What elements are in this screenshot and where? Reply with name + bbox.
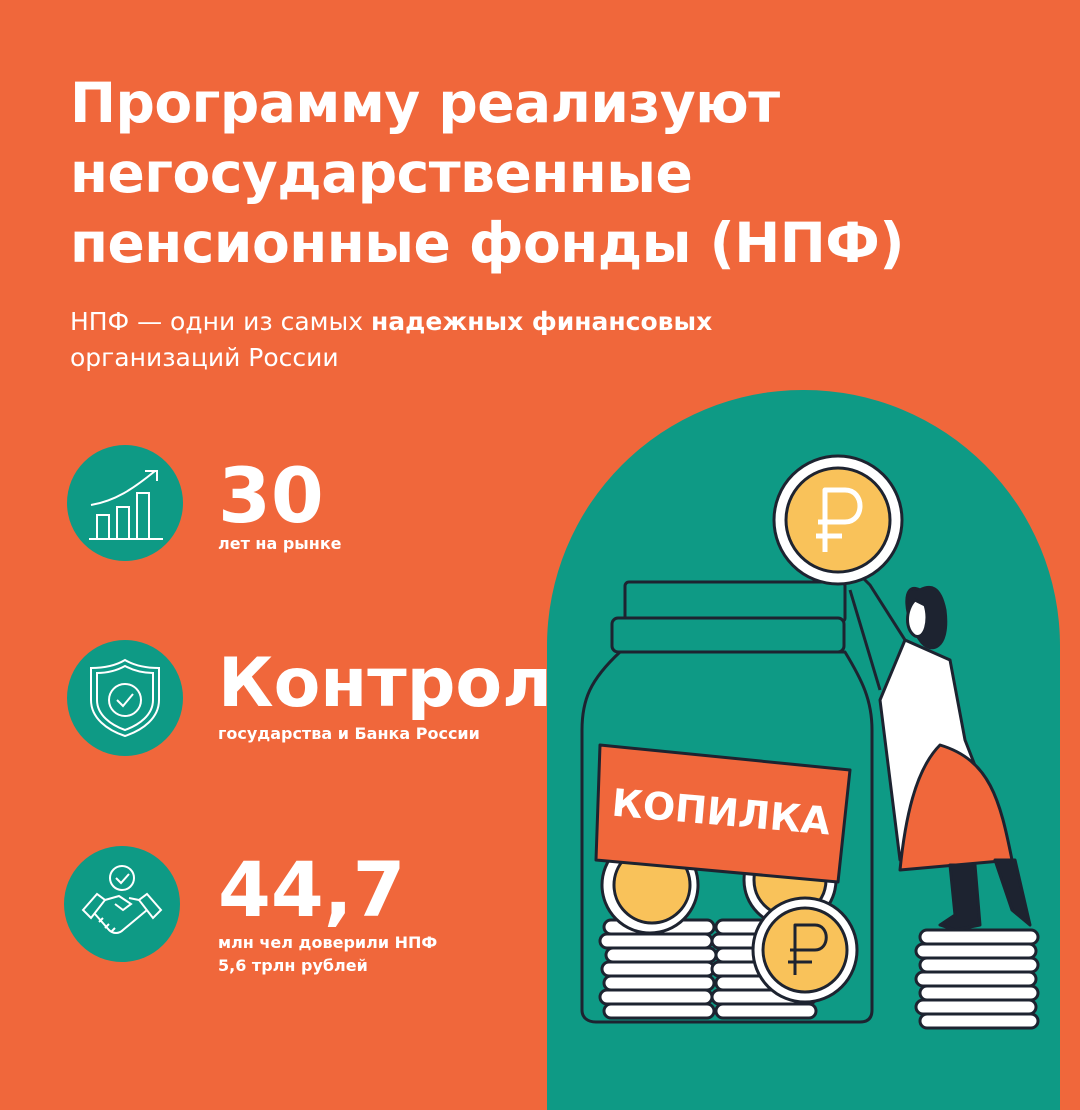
- subtitle-text: организаций России: [70, 343, 339, 372]
- stat-caption-line: 5,6 трлн рублей: [218, 956, 368, 975]
- stat-caption-line: млн чел доверили НПФ: [218, 933, 438, 952]
- title-line: пенсионные фонды (НПФ): [70, 211, 904, 275]
- jar-label: [594, 743, 852, 884]
- handshake-check-icon: [64, 846, 180, 962]
- jar-lid: [623, 580, 847, 624]
- title-line: Программу реализуют: [70, 71, 780, 135]
- stat-value: 44,7: [218, 845, 406, 934]
- stat-value: Контроль: [218, 644, 595, 723]
- growth-chart-icon: [67, 445, 183, 561]
- piggy-jar-illustration: КОПИЛКА: [580, 454, 1040, 1030]
- page-title: Программу реализуют негосударственные пе…: [70, 68, 904, 278]
- subtitle-text: НПФ — одни из самых: [70, 307, 372, 336]
- stat-caption: лет на рынке: [218, 534, 342, 553]
- stat-caption: государства и Банка России: [218, 724, 480, 743]
- title-line: негосударственные: [70, 141, 693, 205]
- subtitle-bold: надежных финансовых: [371, 307, 713, 336]
- subtitle: НПФ — одни из самых надежных финансовых …: [70, 304, 830, 376]
- stat-value: 30: [218, 451, 324, 540]
- shield-check-icon: [67, 640, 183, 756]
